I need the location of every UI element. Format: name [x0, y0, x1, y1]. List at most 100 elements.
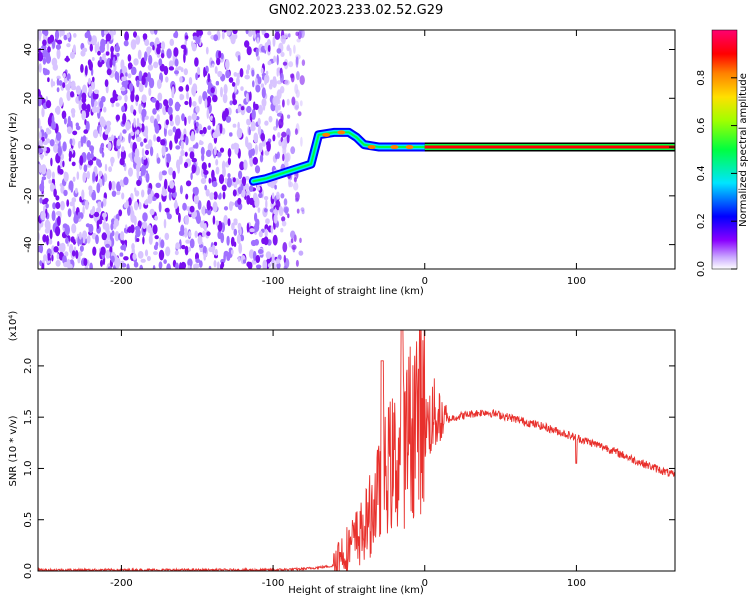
spectrogram-noise-cell [181, 113, 185, 122]
spectrogram-noise-cell [105, 243, 111, 248]
spectrogram-noise-cell [217, 151, 222, 157]
spectrogram-noise-cell [265, 251, 272, 259]
spectrogram-noise-cell [58, 80, 63, 86]
spectrogram-noise-cell [208, 177, 212, 184]
spectrogram-noise-cell [45, 54, 51, 64]
spectrogram-noise-cell [138, 70, 143, 82]
spectrogram-noise-cell [253, 101, 256, 110]
spectrogram-noise-cell [175, 242, 181, 250]
spectrogram-noise-cell [141, 76, 146, 86]
spectrogram-noise-cell [175, 145, 181, 150]
spectrogram-noise-cell [49, 139, 55, 147]
spectrogram-noise-cell [180, 149, 185, 157]
spectrogram-noise-cell [259, 154, 264, 163]
spectrogram-hot-spot [405, 145, 414, 150]
spectrogram-noise-cell [253, 192, 258, 202]
spectrogram-noise-cell [79, 155, 84, 166]
spectrogram-noise-cell [212, 116, 216, 127]
spectrogram-noise-cell [167, 129, 173, 137]
spectrogram-noise-cell [90, 209, 94, 216]
spectrogram-noise-cell [97, 219, 103, 225]
spectrogram-noise-cell [201, 153, 205, 162]
colorbar-ticks: 0.0 0.2 0.4 0.6 0.8 [696, 70, 737, 277]
spectrogram-noise-cell [193, 264, 196, 269]
spectrogram-noise-cell [123, 75, 127, 81]
spectrogram-noise-cell [174, 70, 179, 75]
spectrogram-noise-cell [80, 63, 84, 73]
spectrogram-noise-cell [38, 51, 44, 62]
spectrogram-noise-cell [178, 212, 181, 223]
spectrogram-noise-cell [184, 40, 187, 47]
spectrogram-noise-cell [237, 54, 241, 62]
spectrogram-noise-cell [101, 30, 105, 38]
spectrogram-noise-cell [62, 160, 65, 168]
spectrogram-noise-cell [208, 162, 211, 168]
spectrogram-noise-cell [237, 186, 242, 195]
spectrogram-noise-cell [92, 246, 97, 256]
spectrogram-noise-cell [192, 187, 196, 194]
spectrogram-noise-cell [47, 252, 51, 261]
spectrogram-noise-cell [262, 259, 268, 269]
spectrogram-noise-cell [207, 73, 211, 83]
spectrogram-noise-cell [136, 136, 142, 142]
spectrogram-noise-cell [172, 170, 176, 180]
spectrogram-noise-cell [128, 153, 132, 158]
spectrogram-noise-cell [222, 166, 226, 178]
spectrogram-noise-cell [293, 182, 299, 191]
spectrogram-noise-cell [191, 85, 196, 96]
spectrogram-noise-cell [98, 170, 103, 177]
spectrogram-noise-cell [72, 44, 76, 54]
spectrogram-noise-cell [127, 73, 132, 79]
spectrogram-noise-cell [295, 259, 299, 267]
spectrogram-noise-cell [144, 38, 150, 47]
spectrogram-noise-cell [120, 231, 125, 241]
spectrogram-noise-cell [133, 58, 139, 66]
spectrogram-noise-cell [52, 202, 56, 210]
spectrogram-noise-cell [195, 72, 199, 81]
spectrogram-noise-cell [104, 129, 110, 135]
spectrogram-noise-cell [187, 265, 191, 269]
spectrogram-noise-cell [240, 188, 246, 198]
spectrogram-noise-cell [247, 30, 253, 37]
spectrogram-noise-cell [87, 59, 92, 66]
colorbar-label: Normalized spectral amplitude [738, 73, 749, 227]
spectrogram-noise-cell [55, 195, 60, 201]
spectrogram-noise-cell [77, 211, 81, 219]
spectrogram-noise-cell [102, 212, 107, 218]
spectrogram-noise-cell [134, 225, 141, 231]
spectrogram-noise-cell [96, 182, 101, 194]
spectrogram-noise-cell [136, 179, 142, 187]
spectrogram-noise-cell [240, 106, 245, 111]
spectrogram-noise-cell [218, 174, 225, 185]
spectrogram-noise-cell [43, 197, 49, 203]
spectrogram-noise-cell [73, 215, 79, 224]
spectrogram-noise-cell [280, 86, 285, 94]
spectrogram-noise-cell [116, 42, 119, 48]
spectrogram-noise-cell [153, 251, 158, 256]
spectrogram-noise-cell [169, 140, 173, 151]
spectrogram-noise-cell [237, 197, 242, 205]
spectrogram-noise-cell [78, 100, 83, 111]
spectrogram-noise-cell [130, 104, 134, 114]
spectrogram-noise-cell [183, 47, 187, 56]
spectrogram-noise-cell [192, 144, 198, 149]
spectrogram-noise-cell [140, 258, 146, 263]
spectrogram-noise-cell [245, 92, 249, 103]
spectrogram-noise-cell [213, 241, 218, 246]
spectrogram-noise-cell [139, 264, 144, 269]
spectrogram-noise-cell [221, 31, 225, 40]
spectrogram-noise-cell [183, 68, 188, 76]
spectrogram-noise-cell [151, 97, 157, 103]
spectrogram-hot-spot [367, 145, 376, 150]
spectrogram-noise-cell [155, 37, 160, 44]
spectrogram-noise-cell [244, 40, 250, 48]
spectrogram-noise-cell [221, 184, 227, 192]
spectrogram-noise-cell [280, 35, 287, 43]
spectrogram-noise-cell [130, 131, 135, 137]
spectrogram-noise-cell [267, 60, 272, 66]
spectrogram-noise-cell [119, 252, 124, 257]
spectrogram-noise-cell [234, 178, 240, 185]
spectrogram-noise-cell [185, 136, 189, 146]
spectrogram-noise-cell [174, 58, 179, 67]
spectrogram-noise-cell [232, 30, 238, 35]
